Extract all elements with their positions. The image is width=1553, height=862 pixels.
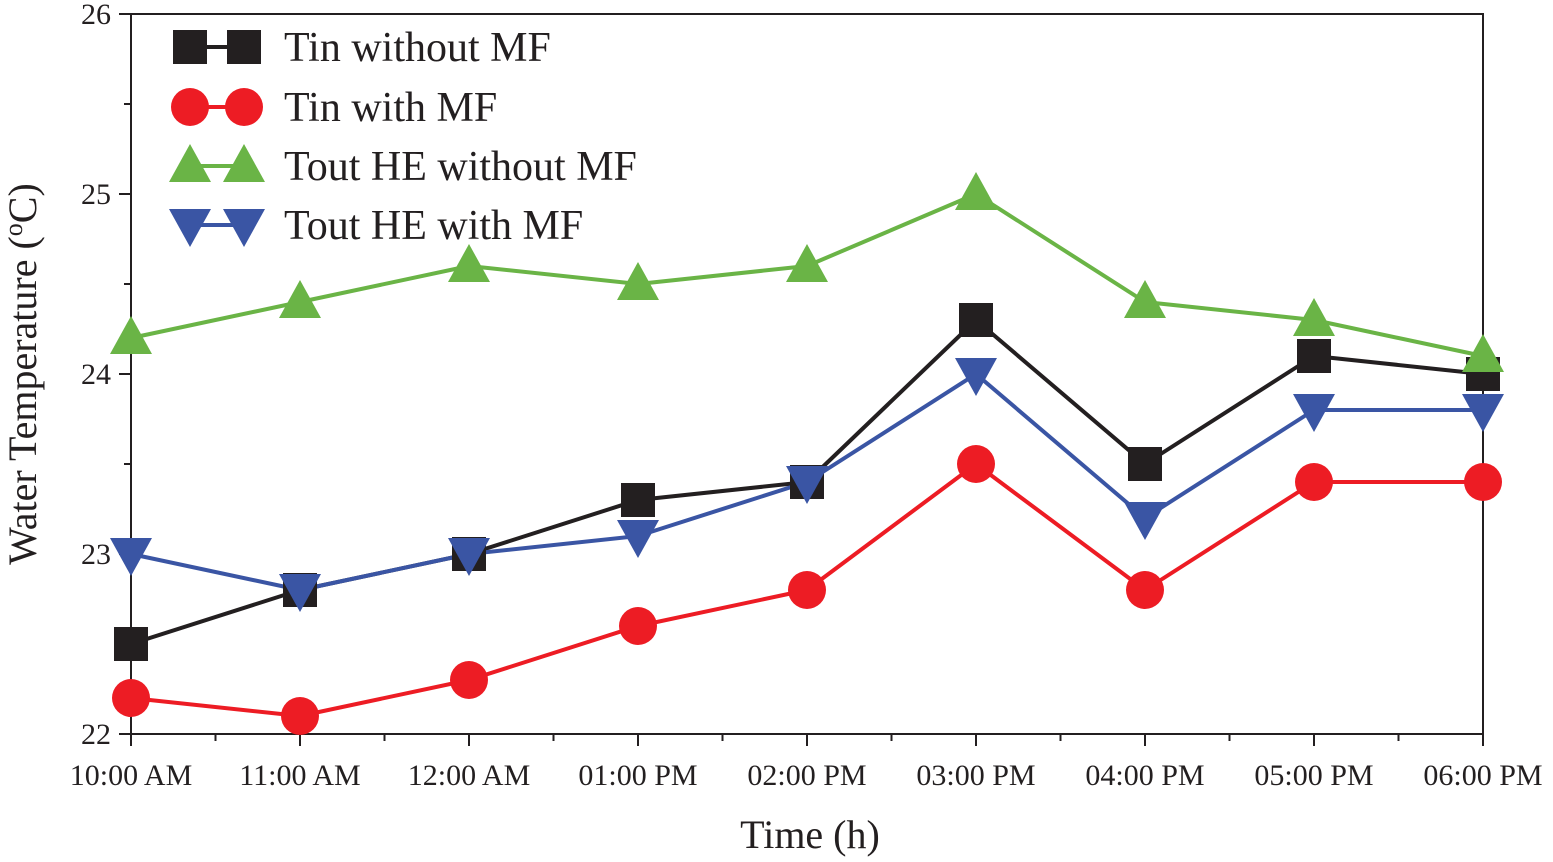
y-tick-label: 23: [81, 538, 111, 571]
data-point: [448, 538, 490, 576]
x-tick-label: 01:00 PM: [578, 759, 697, 792]
data-point: [1462, 334, 1504, 372]
x-tick-label: 06:00 PM: [1423, 759, 1542, 792]
y-tick-label: 24: [81, 358, 111, 391]
data-point: [1128, 447, 1162, 481]
x-tick-label: 11:00 AM: [239, 759, 360, 792]
data-point: [1297, 339, 1331, 373]
data-point: [450, 661, 488, 699]
data-point: [1293, 298, 1335, 336]
legend-label: Tin with MF: [284, 85, 497, 131]
legend-marker: [173, 30, 207, 64]
data-point: [110, 316, 152, 354]
legend-label: Tout HE without MF: [284, 144, 637, 190]
data-point: [1293, 394, 1335, 432]
data-point: [1295, 463, 1333, 501]
data-point: [959, 303, 993, 337]
legend-marker: [171, 88, 209, 126]
y-axis-title-unit: C): [0, 183, 45, 223]
y-tick-label: 26: [81, 0, 111, 31]
legend-marker: [223, 144, 265, 182]
x-tick-label: 10:00 AM: [70, 759, 193, 792]
legend-marker: [169, 209, 211, 247]
legend-label: Tin without MF: [284, 25, 551, 71]
legend-marker: [223, 209, 265, 247]
data-point: [448, 244, 490, 282]
data-point: [281, 697, 319, 735]
y-tick-label: 25: [81, 178, 111, 211]
x-tick-label: 12:00 AM: [408, 759, 531, 792]
legend-label: Tout HE with MF: [284, 203, 583, 249]
data-point: [621, 483, 655, 517]
data-point: [955, 172, 997, 210]
legend-marker: [169, 144, 211, 182]
data-point: [1126, 571, 1164, 609]
legend: Tin without MF Tin with MF Tout HE without…: [169, 25, 637, 249]
data-point: [1124, 502, 1166, 540]
legend-marker: [225, 88, 263, 126]
series-markers: [110, 172, 1504, 735]
y-axis-title-main: Water Temperature (: [0, 236, 45, 565]
data-point: [788, 571, 826, 609]
data-point: [1124, 280, 1166, 318]
data-point: [112, 679, 150, 717]
data-point: [279, 574, 321, 612]
x-tick-label: 03:00 PM: [916, 759, 1035, 792]
x-axis-title: Time (h): [740, 812, 880, 857]
data-point: [619, 607, 657, 645]
data-point: [957, 445, 995, 483]
x-tick-label: 04:00 PM: [1085, 759, 1204, 792]
x-tick-label: 05:00 PM: [1254, 759, 1373, 792]
y-axis-title: Water Temperature (oC): [0, 183, 45, 565]
data-point: [617, 262, 659, 300]
tick-labels: 10:00 AM 11:00 AM 12:00 AM 01:00 PM 02:00 PM…: [70, 0, 1543, 792]
legend-marker: [227, 30, 261, 64]
y-tick-label: 22: [81, 718, 111, 751]
data-point: [114, 627, 148, 661]
data-point: [110, 538, 152, 576]
data-point: [786, 466, 828, 504]
data-point: [786, 244, 828, 282]
data-point: [617, 520, 659, 558]
data-point: [1464, 463, 1502, 501]
data-point: [279, 280, 321, 318]
axis-ticks: [119, 13, 1484, 746]
data-point: [1462, 394, 1504, 432]
x-tick-label: 02:00 PM: [747, 759, 866, 792]
data-point: [955, 358, 997, 396]
y-axis-title-degree: o: [0, 223, 28, 236]
